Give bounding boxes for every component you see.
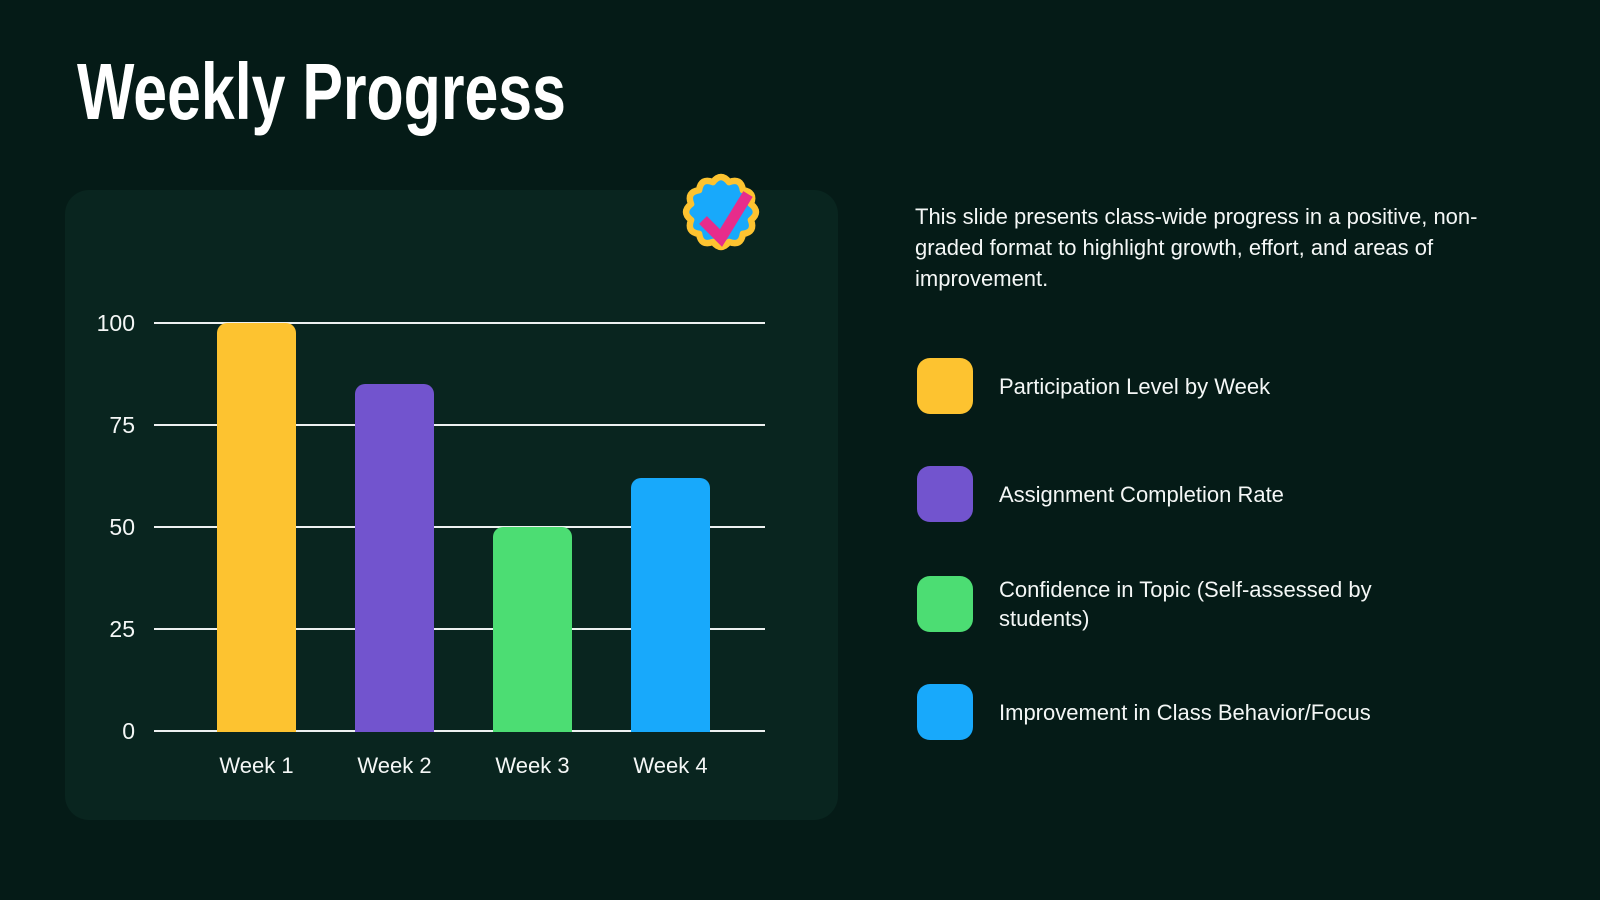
y-axis-tick-label: 50 <box>109 514 135 540</box>
bar-week-4 <box>631 478 710 732</box>
gridline <box>154 526 765 528</box>
legend-item: Participation Level by Week <box>917 358 1270 414</box>
bar-week-2 <box>355 384 434 732</box>
chart-panel: Week 1 Week 2 Week 3 Week 4 0 25 50 75 100 <box>65 190 838 820</box>
gridline <box>154 628 765 630</box>
checkmark-icon <box>699 191 753 247</box>
x-axis-tick-label: Week 1 <box>219 753 294 778</box>
badge-seal-shape <box>682 173 760 251</box>
legend-label: Assignment Completion Rate <box>999 481 1284 507</box>
legend-item: Assignment Completion Rate <box>917 466 1284 522</box>
y-axis-tick-label: 25 <box>109 616 135 642</box>
gridline <box>154 730 765 732</box>
legend-label: Confidence in Topic (Self-assessed by st… <box>999 577 1372 631</box>
verified-badge-icon <box>682 173 760 251</box>
bar-week-3 <box>493 527 572 732</box>
bar-chart: Week 1 Week 2 Week 3 Week 4 <box>154 322 765 778</box>
x-axis-tick-label: Week 4 <box>633 753 708 778</box>
legend-swatch <box>917 684 973 740</box>
gridline <box>154 424 765 426</box>
legend-label: Participation Level by Week <box>999 373 1271 399</box>
legend-item: Improvement in Class Behavior/Focus <box>917 684 1371 740</box>
y-axis-tick-label: 75 <box>109 412 135 438</box>
bar-week-1 <box>217 323 296 732</box>
y-axis-tick-label: 100 <box>96 310 135 336</box>
legend-swatch <box>917 358 973 414</box>
legend-label: Improvement in Class Behavior/Focus <box>999 699 1371 725</box>
legend-item: Confidence in Topic (Self-assessed by st… <box>917 575 1399 633</box>
x-axis-tick-label: Week 3 <box>495 753 570 778</box>
y-axis-tick-label: 0 <box>122 718 135 744</box>
page-title: Weekly Progress <box>77 47 566 136</box>
x-axis-tick-label: Week 2 <box>357 753 432 778</box>
legend-swatch <box>917 466 973 522</box>
gridline <box>154 322 765 324</box>
description-text: This slide presents class-wide progress … <box>915 204 1478 291</box>
legend-swatch <box>917 576 973 632</box>
